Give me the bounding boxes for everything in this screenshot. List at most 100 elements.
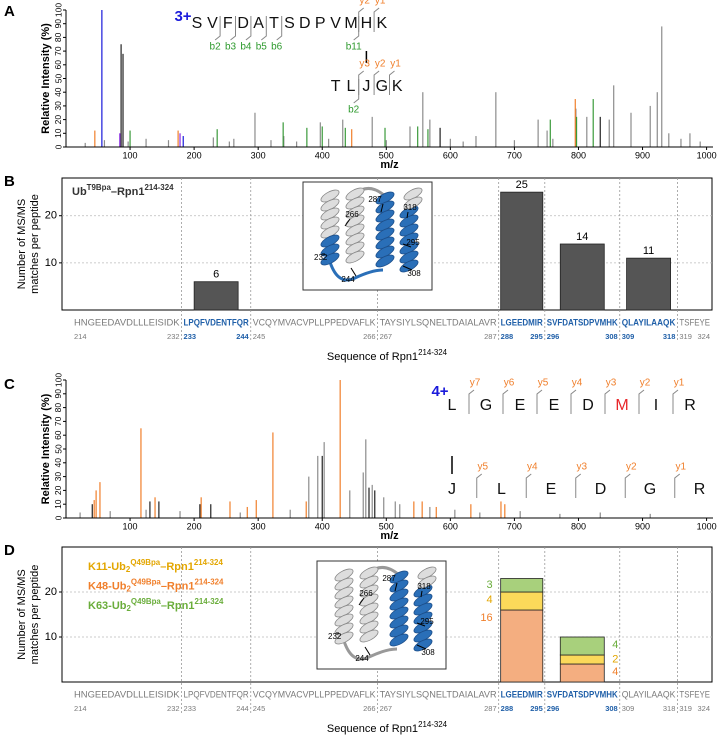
seq-end-label: 295 <box>530 704 543 713</box>
ion-cleavage <box>260 16 267 41</box>
seq-start-label: 296 <box>547 332 560 341</box>
y-ion-label: y4 <box>527 462 538 473</box>
bar-segment <box>500 609 544 683</box>
value-label: 4 <box>487 594 493 606</box>
legend-entry: K63-Ub2Q49Bpa–Rpn1214-324 <box>88 597 224 613</box>
plot-frame <box>61 177 713 311</box>
y-tick-label: 10 <box>45 631 57 643</box>
seq-end-label: 266 <box>363 332 376 341</box>
residue: E <box>546 481 557 498</box>
charge-state: 4+ <box>431 383 448 400</box>
residue: D <box>237 15 249 32</box>
residue: V <box>207 15 218 32</box>
ion-cleavage <box>476 473 483 498</box>
residue: R <box>684 397 696 414</box>
residue: F <box>223 15 233 32</box>
x-tick-label: HNGEEDAVDLLLEISIDK <box>74 690 180 701</box>
y-tick-label: 80 <box>53 403 63 413</box>
y-tick-label: 100 <box>53 373 63 387</box>
value-label: 25 <box>516 179 528 191</box>
legend-entry-part: 2 <box>127 585 132 594</box>
seq-start-label: 296 <box>547 704 560 713</box>
seq-end-label: 266 <box>363 704 376 713</box>
inset-label: 232 <box>328 632 342 641</box>
y-tick-label: 70 <box>53 46 63 56</box>
seq-end-label: 318 <box>663 704 676 713</box>
bar <box>559 243 605 311</box>
value-label: 6 <box>213 269 219 281</box>
y-tick-label: 50 <box>53 444 63 454</box>
seq-end-label: 244 <box>236 704 249 713</box>
seq-start-label: 214 <box>74 704 87 713</box>
y-tick-label: 20 <box>45 586 57 598</box>
residue: G <box>480 397 492 414</box>
x-tick-label: VCQYMVACVPLLPPEDVAFLK <box>253 690 376 701</box>
value-label: 16 <box>480 612 492 624</box>
helix-turn <box>403 196 423 210</box>
legend-entry-part: 214-324 <box>194 597 224 606</box>
y-tick-label: 10 <box>53 128 63 138</box>
x-tick-label: 100 <box>123 521 138 531</box>
y-tick-label: 20 <box>53 115 63 125</box>
residue: P <box>315 15 326 32</box>
x-tick-label: 700 <box>507 521 522 531</box>
residue: S <box>284 15 295 32</box>
value-label: 2 <box>612 653 618 665</box>
x-axis-label-part: 214-324 <box>418 348 448 357</box>
ion-cleavage <box>575 473 582 498</box>
residue: D <box>582 397 594 414</box>
legend-entry: K11-Ub2Q49Bpa–Rpn1214-324 <box>88 558 223 574</box>
residue: K <box>392 78 403 95</box>
seq-end-label: 318 <box>663 332 676 341</box>
ion-cleavage <box>672 389 679 414</box>
residue: T <box>331 78 341 95</box>
inset-arrow <box>416 622 426 627</box>
ion-cleavage <box>468 389 475 414</box>
y-ion-label: y5 <box>538 378 549 389</box>
inset-arrow <box>416 644 427 650</box>
x-axis-label-part: Sequence of Rpn1 <box>327 351 418 363</box>
residue: T <box>269 15 279 32</box>
inset-label: 266 <box>345 210 359 219</box>
legend-entry-part: 214-324 <box>194 558 224 567</box>
x-axis-label: m/z <box>380 159 399 171</box>
y-ion-label: y2 <box>375 59 386 70</box>
x-axis-label: Sequence of Rpn1214-324 <box>327 348 448 363</box>
legend-entry-part: Q49Bpa <box>131 578 161 587</box>
panel-label: C <box>4 376 15 393</box>
charge-state: 3+ <box>174 8 191 25</box>
ion-cleavage <box>245 16 252 41</box>
x-tick-label: 900 <box>635 521 650 531</box>
x-tick-label: LPQFVDENTFQR <box>184 690 249 701</box>
residue: D <box>299 15 311 32</box>
x-tick-label: VCQYMVACVPLLPPEDVAFLK <box>253 318 376 329</box>
y-axis-label: Relative Intensity (%) <box>40 393 52 504</box>
residue: D <box>595 481 607 498</box>
x-tick-label: QLAYILAAQK <box>622 690 676 701</box>
inset-arrow <box>364 646 371 656</box>
y-ion-label: y3 <box>606 378 617 389</box>
x-tick-label: SVFDATSDPVMHK <box>547 690 618 701</box>
y-tick-label: 100 <box>53 3 63 17</box>
ion-cleavage <box>536 389 543 414</box>
bar <box>500 191 544 311</box>
y-tick-label: 60 <box>53 60 63 70</box>
residue: E <box>549 397 560 414</box>
x-tick-label: LGEEDMIR <box>501 690 543 701</box>
y-tick-label: 90 <box>53 389 63 399</box>
ion-cleavage <box>389 70 395 95</box>
ion-cleavage <box>373 7 380 32</box>
y-tick-label: 30 <box>53 101 63 111</box>
ion-cleavage <box>276 16 283 41</box>
y-ion-label: y7 <box>470 378 481 389</box>
legend-entry-part: –Rpn1 <box>160 561 194 573</box>
x-tick-label: LGEEDMIR <box>501 318 543 329</box>
legend-entry-part: Q49Bpa <box>130 558 160 567</box>
y-ion-label: y1 <box>674 378 685 389</box>
residue: M <box>615 397 628 414</box>
legend-entry-part: 2 <box>126 565 131 574</box>
y-tick-label: 80 <box>53 32 63 42</box>
y-tick-label: 50 <box>53 74 63 84</box>
x-axis-label-part: Sequence of Rpn1 <box>327 723 418 735</box>
x-tick-label: 100 <box>123 150 138 160</box>
